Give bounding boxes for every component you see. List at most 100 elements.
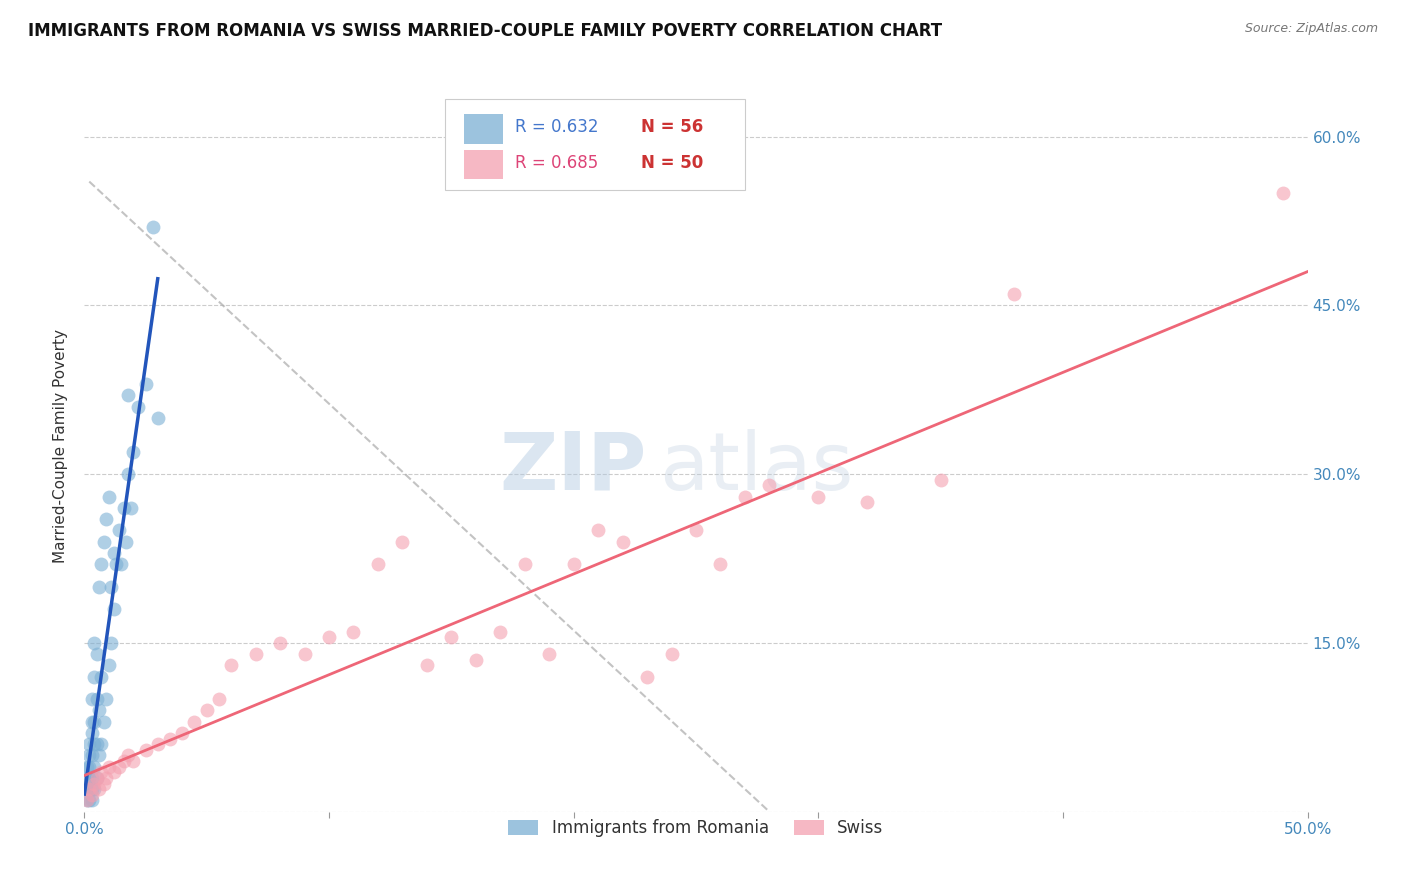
Point (107, 524, 129, 538)
Point (90, 670, 112, 684)
Legend: Immigrants from Romania, Swiss: Immigrants from Romania, Swiss (502, 813, 890, 844)
Point (87, 580, 110, 594)
Point (80, 771, 103, 785)
Text: Source: ZipAtlas.com: Source: ZipAtlas.com (1244, 22, 1378, 36)
Point (100, 580, 122, 594)
Point (135, 377, 157, 392)
Point (76, 793, 98, 807)
Point (96, 692, 118, 706)
Point (294, 647, 316, 661)
Point (1002, 287, 1025, 301)
Point (83, 714, 105, 729)
Point (122, 754, 145, 768)
Point (117, 748, 139, 763)
Text: R = 0.685: R = 0.685 (515, 153, 598, 172)
Point (80, 726, 103, 740)
Point (96, 512, 118, 526)
Point (416, 658, 439, 673)
Point (112, 754, 135, 768)
Text: N = 50: N = 50 (641, 153, 703, 172)
Point (77, 793, 100, 807)
Point (146, 737, 169, 751)
Point (100, 636, 122, 650)
Point (112, 500, 135, 515)
Point (115, 534, 138, 549)
Point (636, 670, 658, 684)
Point (90, 765, 112, 780)
Point (80, 793, 103, 807)
Point (117, 467, 139, 482)
Point (87, 703, 110, 717)
Point (709, 557, 731, 571)
Point (86, 647, 108, 661)
Point (103, 546, 125, 560)
Point (105, 557, 128, 571)
Point (93, 776, 115, 790)
Point (245, 647, 267, 661)
Point (86, 737, 108, 751)
Point (103, 765, 125, 780)
Point (127, 400, 149, 414)
Bar (464, 114, 503, 144)
Point (342, 624, 364, 639)
Point (83, 782, 105, 797)
Point (86, 771, 108, 785)
Point (80, 748, 103, 763)
Point (318, 630, 340, 644)
Point (80, 714, 103, 729)
Point (90, 557, 112, 571)
Point (86, 771, 108, 785)
Point (80, 692, 103, 706)
Text: IMMIGRANTS FROM ROMANIA VS SWISS MARRIED-COUPLE FAMILY POVERTY CORRELATION CHART: IMMIGRANTS FROM ROMANIA VS SWISS MARRIED… (28, 22, 942, 40)
Point (76, 793, 98, 807)
Point (269, 636, 291, 650)
Point (464, 653, 486, 667)
Point (97, 490, 120, 504)
Point (83, 776, 105, 790)
Point (97, 658, 120, 673)
Point (856, 495, 879, 509)
Point (76, 760, 98, 774)
Point (77, 782, 100, 797)
Point (86, 692, 108, 706)
Point (758, 478, 780, 492)
Point (183, 714, 205, 729)
Point (93, 534, 115, 549)
Point (77, 748, 100, 763)
Point (367, 557, 389, 571)
Point (929, 473, 952, 487)
Point (135, 743, 157, 757)
Point (489, 624, 512, 639)
Point (120, 500, 142, 515)
Point (83, 670, 105, 684)
Point (80, 782, 103, 797)
Point (1272, 186, 1295, 200)
Point (661, 647, 683, 661)
Point (195, 703, 218, 717)
Text: N = 56: N = 56 (641, 119, 703, 136)
Text: ZIP: ZIP (499, 429, 647, 507)
Point (122, 444, 145, 458)
Point (83, 760, 105, 774)
Point (538, 647, 561, 661)
Point (103, 602, 125, 616)
Point (807, 490, 830, 504)
Point (219, 658, 242, 673)
Point (107, 760, 129, 774)
Point (110, 557, 132, 571)
Point (586, 524, 609, 538)
Point (97, 760, 120, 774)
Point (117, 388, 139, 402)
Point (76, 771, 98, 785)
Point (77, 760, 100, 774)
FancyBboxPatch shape (446, 99, 745, 190)
Point (440, 630, 463, 644)
Point (76, 782, 98, 797)
Point (208, 692, 231, 706)
Point (172, 726, 194, 740)
Point (87, 782, 110, 797)
Point (83, 737, 105, 751)
Point (77, 782, 100, 797)
Point (90, 737, 112, 751)
Text: atlas: atlas (659, 429, 853, 507)
